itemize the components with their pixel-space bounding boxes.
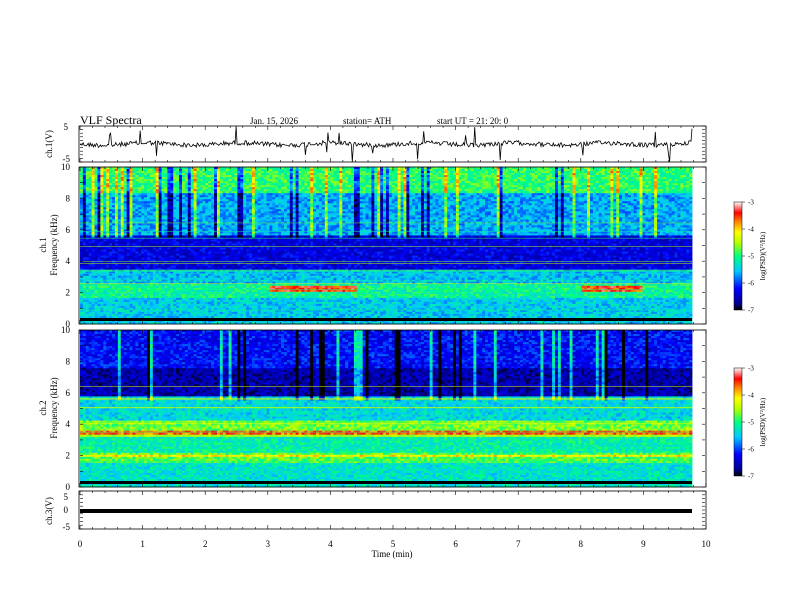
ch3-waveform-line (80, 509, 692, 513)
x-axis-label: Time (min) (372, 549, 413, 559)
ch1-ytick-top: 5 (64, 122, 69, 132)
xtick-label: 3 (266, 539, 271, 549)
xtick-label: 0 (78, 539, 83, 549)
colorbar-tick-label: -4 (748, 392, 754, 400)
colorbar-tick-label: -7 (748, 307, 754, 315)
ch2-spectrogram-panel: 0 2 4 6 8 10 ch.2 Frequency (kHz) (38, 325, 706, 492)
xtick-label: 2 (203, 539, 208, 549)
ch2-spec-ylabel-line2: Frequency (kHz) (49, 377, 59, 438)
ch1-waveform-line (80, 126, 692, 162)
station-label: station= ATH (343, 116, 392, 126)
xtick-label: 10 (702, 539, 712, 549)
colorbar-tick-label: -5 (748, 419, 754, 427)
ytick-label: 10 (61, 162, 71, 172)
ytick-label: 10 (61, 325, 71, 335)
ch1-ylabel: ch.1(V) (44, 130, 54, 158)
colorbar-tick-label: -4 (748, 226, 754, 234)
ch3-waveform-panel: 5 0 -5 ch.3(V) (44, 491, 706, 532)
xtick-label: 7 (516, 539, 521, 549)
ch1-spec-ylabel-line2: Frequency (kHz) (49, 214, 59, 275)
xtick-label: 9 (641, 539, 646, 549)
ch3-ytick-top: 5 (64, 492, 69, 502)
ch1-waveform-panel: 5 -5 ch.1(V) (44, 122, 706, 164)
ch3-ytick-mid: 0 (64, 505, 69, 515)
colorbar-tick-label: -6 (748, 280, 754, 288)
colorbar-tick-label: -6 (748, 446, 754, 454)
colorbar-tick-label: -5 (748, 253, 754, 261)
ytick-label: 0 (66, 482, 71, 492)
date-label: Jan. 15, 2026 (250, 116, 298, 126)
ytick-label: 8 (66, 356, 71, 366)
start-time-label: start UT = 21: 20: 0 (437, 116, 509, 126)
ch1-colorbar: -3 -4 -5 -6 -7 log(PSD)(V²/Hz) (734, 199, 767, 315)
ch3-ylabel: ch.3(V) (44, 497, 54, 525)
ytick-label: 6 (66, 388, 71, 398)
ytick-label: 4 (66, 419, 71, 429)
ytick-label: 2 (66, 451, 71, 461)
ch2-yticks: 0 2 4 6 8 10 (61, 325, 71, 492)
colorbar-tick-label: -3 (748, 365, 754, 373)
ytick-label: 8 (66, 193, 71, 203)
xtick-label: 5 (391, 539, 396, 549)
ytick-label: 2 (66, 288, 71, 298)
xtick-label: 6 (453, 539, 458, 549)
xtick-label: 1 (140, 539, 145, 549)
x-axis-ticks: 0 1 2 3 4 5 6 7 8 9 10 (78, 539, 711, 549)
ch1-colorbar-label: log(PSD)(V²/Hz) (759, 231, 767, 280)
xtick-label: 8 (579, 539, 584, 549)
ch2-colorbar: -3 -4 -5 -6 -7 log(PSD)(V²/Hz) (734, 365, 767, 481)
figure-title: VLF Spectra (80, 113, 142, 127)
ch2-spec-ylabel-line1: ch.2 (38, 400, 48, 415)
ch3-ytick-bottom: -5 (63, 522, 71, 532)
colorbar-tick-label: -3 (748, 199, 754, 207)
ch1-spec-ylabel-line1: ch.1 (38, 237, 48, 252)
xtick-label: 4 (328, 539, 333, 549)
ytick-label: 6 (66, 225, 71, 235)
colorbar-tick-label: -7 (748, 473, 754, 481)
ch2-colorbar-label: log(PSD)(V²/Hz) (759, 397, 767, 446)
ytick-label: 4 (66, 256, 71, 266)
